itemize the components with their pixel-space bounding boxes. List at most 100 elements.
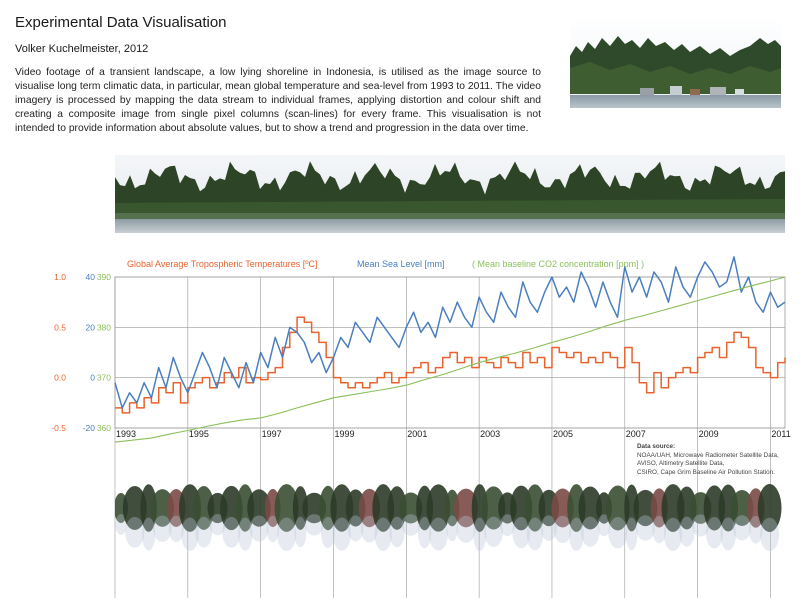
composite-reflection (401, 514, 421, 536)
composite-reflection (417, 516, 432, 549)
shoreline-panorama (115, 155, 785, 233)
composite-reflection (360, 515, 378, 543)
composite-reflection (473, 517, 487, 551)
y-tick-label-temperature: 1.0 (54, 272, 66, 282)
composite-blob (274, 484, 299, 532)
composite-reflection (374, 517, 392, 551)
x-tick-label: 1999 (334, 429, 354, 439)
composite-blob (387, 486, 407, 530)
composite-reflection (652, 515, 667, 544)
composite-reflection (760, 517, 780, 552)
y-tick-label-co2: 390 (97, 272, 111, 282)
x-tick-label: 1993 (116, 429, 136, 439)
y-tick-label-sea_level: 0 (90, 373, 95, 383)
data-source-line: CSIRO, Cape Grim Baseline Air Pollution … (637, 468, 775, 476)
data-source-heading: Data source: (637, 443, 676, 450)
composite-blob (605, 485, 630, 531)
composite-reflection (125, 516, 145, 548)
y-tick-label-temperature: -0.5 (51, 423, 66, 433)
x-tick-label: 2001 (407, 429, 427, 439)
plot-frame (114, 276, 786, 429)
composite-reflection (732, 515, 752, 541)
composite-blob (292, 486, 308, 530)
composite-blob (454, 488, 478, 528)
composite-reflection (320, 516, 336, 549)
x-tick-label: 2003 (480, 429, 500, 439)
composite-reflection (720, 517, 737, 551)
composite-blob (220, 485, 243, 531)
x-tick-label: 2005 (553, 429, 573, 439)
series-line-co2 (114, 276, 786, 443)
composite-reflection (266, 515, 279, 543)
y-tick-label-co2: 380 (97, 322, 111, 332)
composite-reflection (580, 516, 600, 547)
composite-reflection (195, 516, 213, 548)
y-tick-label-sea_level: 20 (86, 322, 96, 332)
composite-blob (624, 484, 639, 532)
y-tick-label-co2: 370 (97, 373, 111, 383)
composite-blob (330, 484, 354, 532)
page-title: Experimental Data Visualisation (15, 14, 227, 31)
x-tick-label: 1995 (189, 429, 209, 439)
composite-reflection (428, 517, 448, 551)
composite-blob (236, 484, 255, 532)
y-tick-label-sea_level: 40 (86, 272, 96, 282)
composite-blob (247, 489, 271, 527)
composite-reflection (499, 514, 515, 537)
composite-reflection (181, 517, 199, 551)
composite-blob (140, 484, 157, 532)
description-text: Video footage of a transient landscape, … (15, 67, 541, 134)
composite-blob (757, 484, 782, 532)
composite-reflection (238, 517, 253, 551)
composite-reflection (635, 515, 655, 541)
legend-co2: ( Mean baseline CO2 concentration [ppm] … (472, 259, 645, 269)
composite-reflection (294, 516, 307, 548)
composite-reflection (222, 516, 241, 548)
legend-temperature: Global Average Tropospheric Temperatures… (127, 259, 318, 269)
composite-blob (578, 486, 602, 530)
composite-reflection (389, 516, 405, 548)
composite-blob (633, 489, 658, 527)
data-source-line: NOAA/UAH, Microwave Radiometer Satellite… (637, 451, 779, 459)
author-line: Volker Kuchelmeister, 2012 (15, 43, 149, 55)
composite-reflection (512, 516, 531, 549)
composite-reflection (249, 515, 269, 542)
y-tick-label-sea_level: -20 (83, 423, 96, 433)
composite-reflection (540, 515, 557, 541)
composite-reflection (209, 514, 226, 536)
composite-reflection (691, 514, 710, 537)
composite-reflection (678, 516, 695, 547)
series-line-temperature (115, 316, 786, 414)
composite-blob (193, 486, 215, 530)
composite-blob (426, 484, 451, 532)
composite-reflection (141, 517, 156, 551)
composite-reflection (304, 514, 324, 536)
composite-reflection (347, 515, 364, 542)
composite-blob (481, 486, 506, 530)
data-source-line: AVISO, Altimetry Satellite Data, (637, 460, 725, 467)
composite-reflection (153, 515, 172, 542)
composite-reflection (456, 515, 476, 543)
composite-reflection (608, 516, 628, 549)
composite-reflection (625, 517, 638, 551)
legend-sea-level: Mean Sea Level [mm] (357, 259, 445, 269)
composite-blob (730, 489, 754, 527)
composite-reflection (663, 517, 683, 552)
x-tick-label: 1997 (262, 429, 282, 439)
composite-reflection (484, 516, 503, 547)
composite-reflection (748, 515, 763, 544)
composite-blob (524, 484, 546, 532)
composite-reflection (115, 514, 127, 535)
x-tick-label: 2009 (699, 429, 719, 439)
composite-reflection (569, 517, 584, 552)
scanline-composite-image (115, 484, 782, 552)
composite-blob (122, 485, 147, 531)
composite-blob (677, 486, 697, 530)
composite-blob (372, 484, 395, 532)
data-source: Data source: NOAA/UAH, Microwave Radiome… (637, 443, 779, 477)
shoreline-photo (570, 16, 781, 108)
composite-blob (399, 492, 423, 524)
y-tick-label-temperature: 0.5 (54, 322, 66, 332)
composite-reflection (597, 514, 611, 537)
composite-reflection (332, 517, 351, 551)
